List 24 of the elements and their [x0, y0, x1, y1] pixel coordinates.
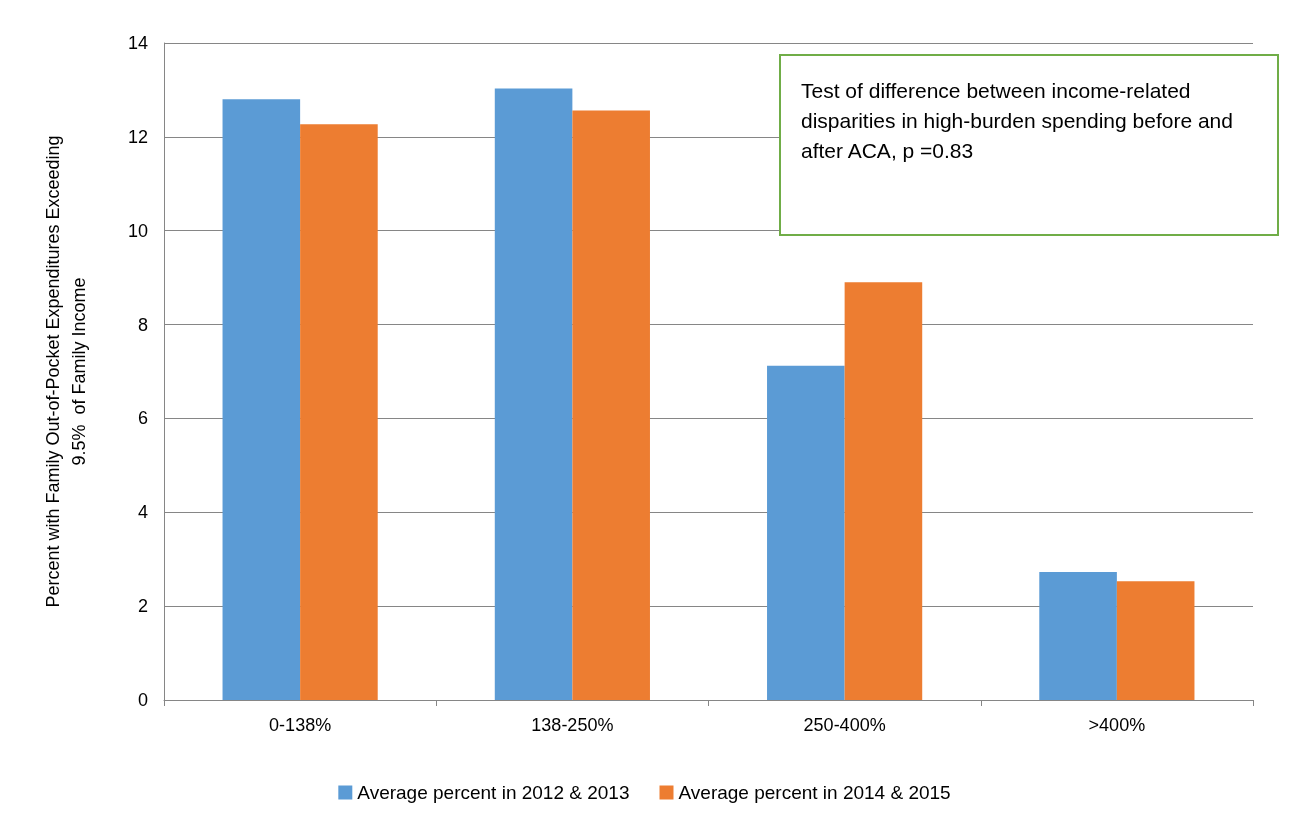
y-tick-label: 12: [127, 126, 148, 147]
y-axis-title: Percent with Family Out-of-Pocket Expenditures Exceeding 9.5% of Family Income: [43, 135, 89, 608]
y-tick-label: 8: [137, 314, 148, 335]
y-tick-label: 6: [137, 408, 148, 429]
bar: [1116, 581, 1195, 700]
bar: [222, 99, 301, 700]
y-tick-label: 14: [127, 33, 148, 53]
x-tick-label: >400%: [1088, 715, 1146, 735]
legend-label: Average percent in 2014 & 2015: [678, 782, 951, 803]
x-tick-label: 0-138%: [269, 715, 332, 735]
x-tick-label: 250-400%: [803, 715, 886, 735]
y-tick-label: 4: [137, 502, 148, 523]
bar: [844, 282, 923, 700]
y-tick-label: 2: [137, 596, 148, 617]
x-tick-label: 138-250%: [531, 715, 614, 735]
bar: [494, 88, 573, 700]
y-tick-label: 0: [137, 690, 148, 710]
legend-label: Average percent in 2012 & 2013: [357, 782, 630, 803]
note-box: Test of difference between income-related disparities in high-burden spending before and after ACA, p =0.83: [779, 54, 1279, 236]
bar: [300, 124, 378, 700]
bar: [1039, 571, 1117, 700]
bar: [767, 365, 845, 700]
bar: [572, 110, 650, 700]
y-tick-label: 10: [127, 220, 148, 241]
